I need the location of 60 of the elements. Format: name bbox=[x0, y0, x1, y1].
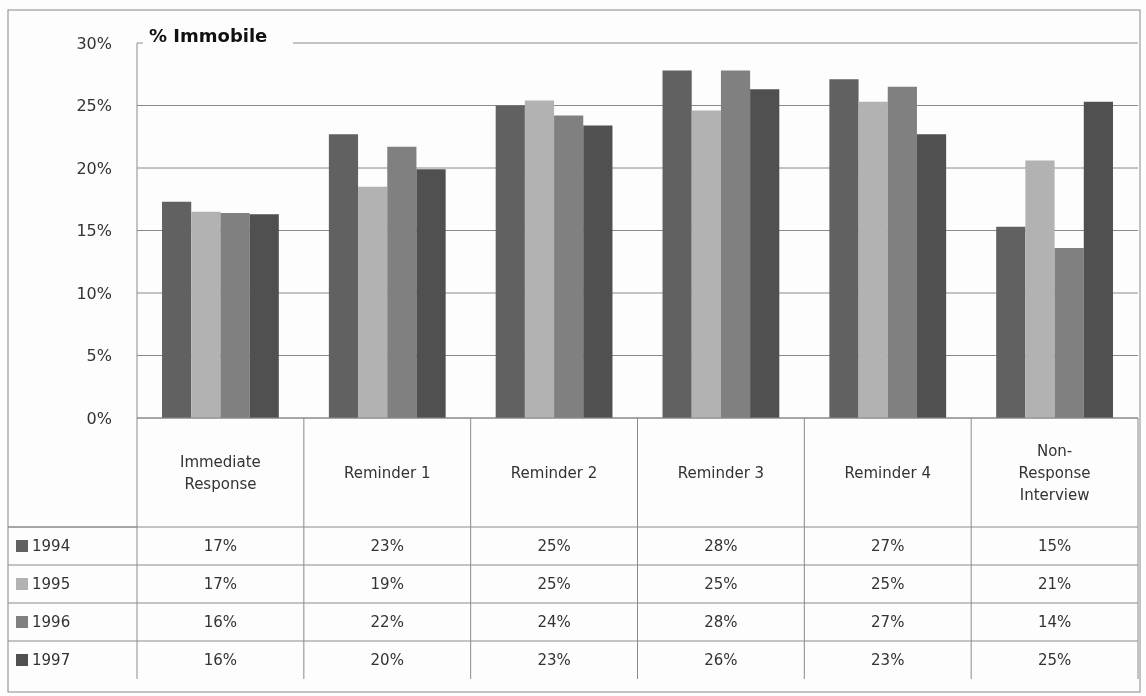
data-label: 14% bbox=[1037, 613, 1072, 632]
bar bbox=[1025, 160, 1055, 418]
x-tick-label: Reminder 3 bbox=[677, 463, 765, 482]
bar bbox=[996, 226, 1026, 418]
y-tick-label: 5% bbox=[86, 346, 112, 366]
data-label: 27% bbox=[871, 537, 905, 556]
data-label: 24% bbox=[537, 613, 571, 632]
data-label: 25% bbox=[871, 575, 905, 594]
x-tick-label: Reminder 1 bbox=[344, 463, 431, 482]
data-label: 21% bbox=[1037, 575, 1072, 594]
bar bbox=[691, 110, 721, 418]
bar bbox=[358, 186, 388, 418]
bar bbox=[249, 214, 279, 418]
data-label: 16% bbox=[203, 651, 238, 670]
legend-label: 1994 bbox=[32, 537, 71, 556]
data-label: 26% bbox=[704, 651, 738, 670]
bar bbox=[583, 125, 613, 418]
data-label: 28% bbox=[704, 537, 738, 556]
bar bbox=[191, 211, 221, 418]
bar bbox=[916, 134, 947, 418]
data-label: 28% bbox=[704, 613, 738, 632]
data-label: 15% bbox=[1037, 537, 1072, 556]
data-label: 17% bbox=[203, 537, 238, 556]
bar bbox=[328, 134, 359, 418]
y-tick-label: 20% bbox=[76, 158, 112, 178]
data-label: 25% bbox=[1037, 651, 1072, 670]
x-tick-label: Non-Response Interview bbox=[1018, 441, 1091, 504]
y-tick-label: 25% bbox=[76, 96, 112, 116]
y-tick-label: 15% bbox=[76, 221, 112, 241]
data-label: 19% bbox=[370, 575, 404, 594]
data-label: 22% bbox=[370, 613, 404, 632]
bar bbox=[1083, 101, 1113, 418]
bar bbox=[524, 100, 555, 418]
bar bbox=[662, 70, 692, 418]
y-tick-label: 0% bbox=[86, 408, 112, 428]
data-label: 17% bbox=[203, 575, 238, 594]
data-label: 23% bbox=[537, 651, 571, 670]
legend-label: 1997 bbox=[32, 651, 71, 670]
x-tick-label: Reminder 4 bbox=[844, 463, 931, 482]
data-label: 20% bbox=[370, 651, 404, 670]
x-tick-label: Immediate Response bbox=[179, 452, 261, 493]
bar bbox=[750, 89, 780, 418]
y-tick-label: 30% bbox=[76, 33, 112, 53]
data-label: 23% bbox=[871, 651, 905, 670]
bar bbox=[829, 79, 859, 418]
data-label: 25% bbox=[704, 575, 738, 594]
chart-title: % Immobile bbox=[149, 25, 268, 46]
data-label: 23% bbox=[370, 537, 404, 556]
data-label: 25% bbox=[537, 575, 571, 594]
x-tick-label: Reminder 2 bbox=[510, 463, 598, 482]
legend-label: 1996 bbox=[32, 613, 71, 632]
bar bbox=[416, 169, 446, 418]
bar bbox=[495, 105, 525, 418]
bar bbox=[162, 201, 192, 418]
bar bbox=[858, 101, 888, 418]
data-label: 25% bbox=[537, 537, 571, 556]
legend-label: 1995 bbox=[32, 575, 71, 594]
data-label: 27% bbox=[871, 613, 905, 632]
data-label: 16% bbox=[203, 613, 238, 632]
y-tick-label: 10% bbox=[76, 283, 112, 303]
